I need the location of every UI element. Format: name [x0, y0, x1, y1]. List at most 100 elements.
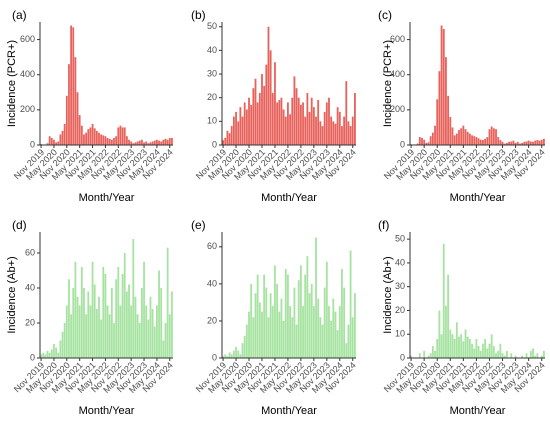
panel-6-bar	[543, 350, 545, 358]
panel-2-y-tick-label: 10	[207, 116, 217, 126]
panel-3-y-tick-label: 400	[390, 69, 405, 79]
panel-2-bar	[291, 97, 294, 145]
panel-1-bar	[145, 141, 148, 145]
panel-1-y-tick-label: 400	[20, 69, 35, 79]
panel-1-bar	[106, 137, 109, 145]
panel-3-bar	[521, 142, 524, 145]
panel-3-bar	[514, 142, 517, 145]
panel-3-bar	[458, 130, 460, 145]
panel-1-bar	[78, 115, 81, 145]
panel-4-bar	[46, 351, 49, 358]
panel-3-bar	[462, 125, 465, 145]
panel-4-bar	[57, 352, 60, 358]
panel-4-bar	[87, 291, 90, 358]
panel-1-bar	[74, 57, 77, 145]
panel-3-bar	[460, 128, 463, 145]
panel-1-bar	[93, 128, 96, 145]
panel-3-bar	[438, 71, 441, 145]
panel-2-y-tick-label: 40	[207, 45, 217, 55]
panel-1-bar	[151, 141, 154, 145]
panel-5-bar	[338, 306, 341, 358]
panel-5-bar	[241, 343, 244, 358]
panel-4-bar	[166, 247, 169, 358]
panel-1-bar	[59, 134, 62, 145]
panel-6-bar	[532, 348, 534, 358]
panel-1-bar	[171, 137, 173, 145]
panel-1-bar	[164, 138, 167, 145]
panel-1-bar	[95, 130, 98, 145]
panel-2-bar	[341, 126, 343, 145]
panel-5-bar	[254, 293, 257, 358]
panel-5-bar	[306, 256, 309, 358]
panel-6-bar	[449, 329, 452, 358]
panel-2-bar	[304, 116, 307, 145]
panel-6-bar	[482, 343, 484, 358]
panel-4-bar	[171, 291, 173, 358]
panel-5-y-tick-label: 40	[207, 278, 217, 288]
panel-4-bar	[61, 331, 64, 358]
panel-1-bar	[102, 135, 105, 145]
panel-6-bar	[529, 350, 532, 358]
panel-2-bar	[319, 121, 322, 145]
panel-6-bar	[418, 353, 421, 358]
panel-4-bar	[78, 305, 81, 358]
panel-4-bar	[168, 314, 171, 358]
panel-6-bar	[475, 338, 478, 358]
panel-4-bar	[164, 323, 167, 358]
panel-1-bar	[46, 143, 49, 145]
panel-2-bar	[336, 107, 339, 145]
panel-1-bar	[168, 137, 171, 145]
panel-2-bar	[302, 102, 304, 145]
panel-4-bar	[119, 305, 122, 358]
panel-2-bar	[239, 107, 242, 145]
panel-5-bar	[291, 317, 294, 358]
panel-6-bar	[434, 350, 436, 358]
panel-2-bar	[345, 81, 348, 145]
panel-4-bar	[59, 340, 62, 358]
panel-6-bar	[495, 353, 497, 358]
panel-1-label: (a)	[12, 8, 27, 22]
panel-5-bar	[304, 274, 307, 358]
panel-1-bar	[132, 143, 135, 145]
panel-6-bar	[499, 343, 502, 358]
panel-1-bar	[147, 143, 150, 145]
panel-1-bar	[76, 92, 79, 145]
panel-1-bar	[134, 142, 137, 145]
panel-4-bar	[93, 284, 96, 358]
panel-3-bar	[479, 139, 482, 145]
panel-6-bar	[514, 355, 517, 358]
panel-2-bar	[235, 111, 237, 145]
panel-3-bar	[486, 137, 489, 145]
panel-1-y-tick-label: 0	[30, 139, 35, 149]
panel-6-bar	[473, 348, 476, 358]
panel-4-bar	[138, 323, 141, 358]
panel-5-bar	[302, 306, 304, 358]
panel-6-bar	[447, 274, 450, 358]
panel-5-x-axis-title: Month/Year	[261, 405, 317, 417]
panel-2-bar	[293, 76, 296, 145]
panel-6-y-tick-label: 40	[395, 257, 405, 267]
panel-1-bar	[119, 125, 122, 145]
panel-2-bar	[297, 97, 300, 145]
panel-2-bar	[306, 92, 309, 145]
panel-3-bar	[510, 141, 513, 145]
panel-2-bar	[315, 116, 317, 145]
panel-6-bar	[484, 338, 487, 358]
panel-6-bar	[427, 355, 430, 358]
panel-6-y-tick-label: 0	[400, 352, 405, 362]
panel-1-bar	[160, 141, 163, 145]
panel-6-bar	[438, 310, 441, 358]
panel-5-bar	[256, 274, 259, 358]
panel-1-bar	[100, 134, 103, 145]
panel-3-bar	[519, 143, 521, 145]
panel-2-bar	[338, 111, 341, 145]
panel-2-label: (b)	[191, 8, 206, 22]
panel-3-bar	[468, 133, 471, 145]
panel-4-bar	[147, 319, 150, 358]
panel-5-bar	[239, 354, 242, 358]
panel-4-bar	[162, 340, 165, 358]
panel-5-bar	[276, 283, 279, 358]
panel-5-bar	[297, 280, 300, 358]
panel-5-bar	[347, 324, 350, 358]
panel-5-bar	[258, 302, 261, 358]
